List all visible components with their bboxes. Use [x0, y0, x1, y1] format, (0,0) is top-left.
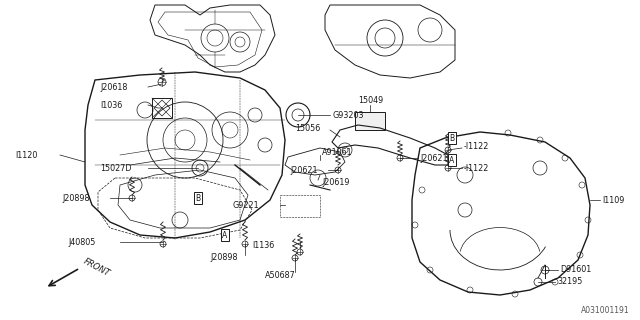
Text: J20898: J20898 — [62, 194, 90, 203]
Text: FRONT: FRONT — [82, 257, 111, 279]
Text: J20621: J20621 — [420, 154, 447, 163]
Bar — [152, 98, 172, 118]
Text: A031001191: A031001191 — [581, 306, 630, 315]
Text: J20621: J20621 — [290, 165, 317, 174]
Text: A: A — [449, 156, 454, 164]
Text: G9221: G9221 — [232, 201, 259, 210]
Text: 15027D: 15027D — [100, 164, 131, 172]
Text: -I1122: -I1122 — [464, 164, 490, 172]
Text: I1036: I1036 — [100, 100, 122, 109]
Text: A91061: A91061 — [322, 148, 353, 156]
Text: J20618: J20618 — [100, 83, 127, 92]
Text: J20619: J20619 — [322, 178, 349, 187]
Bar — [280, 195, 320, 217]
Text: A: A — [222, 230, 228, 239]
Bar — [355, 112, 385, 130]
Text: B: B — [195, 194, 200, 203]
Text: B: B — [449, 133, 454, 142]
Text: D91601: D91601 — [560, 266, 591, 275]
Text: J40805: J40805 — [68, 237, 95, 246]
Text: -I1122: -I1122 — [464, 141, 490, 150]
Text: I1109: I1109 — [602, 196, 625, 204]
Text: J20898: J20898 — [210, 253, 237, 262]
Text: 15056: 15056 — [295, 124, 320, 132]
Text: I1136: I1136 — [252, 241, 275, 250]
Text: I1120: I1120 — [15, 150, 37, 159]
Text: G93203: G93203 — [332, 110, 364, 119]
Text: A50687: A50687 — [265, 271, 296, 281]
Text: 15049: 15049 — [358, 95, 383, 105]
Text: 32195: 32195 — [557, 277, 582, 286]
